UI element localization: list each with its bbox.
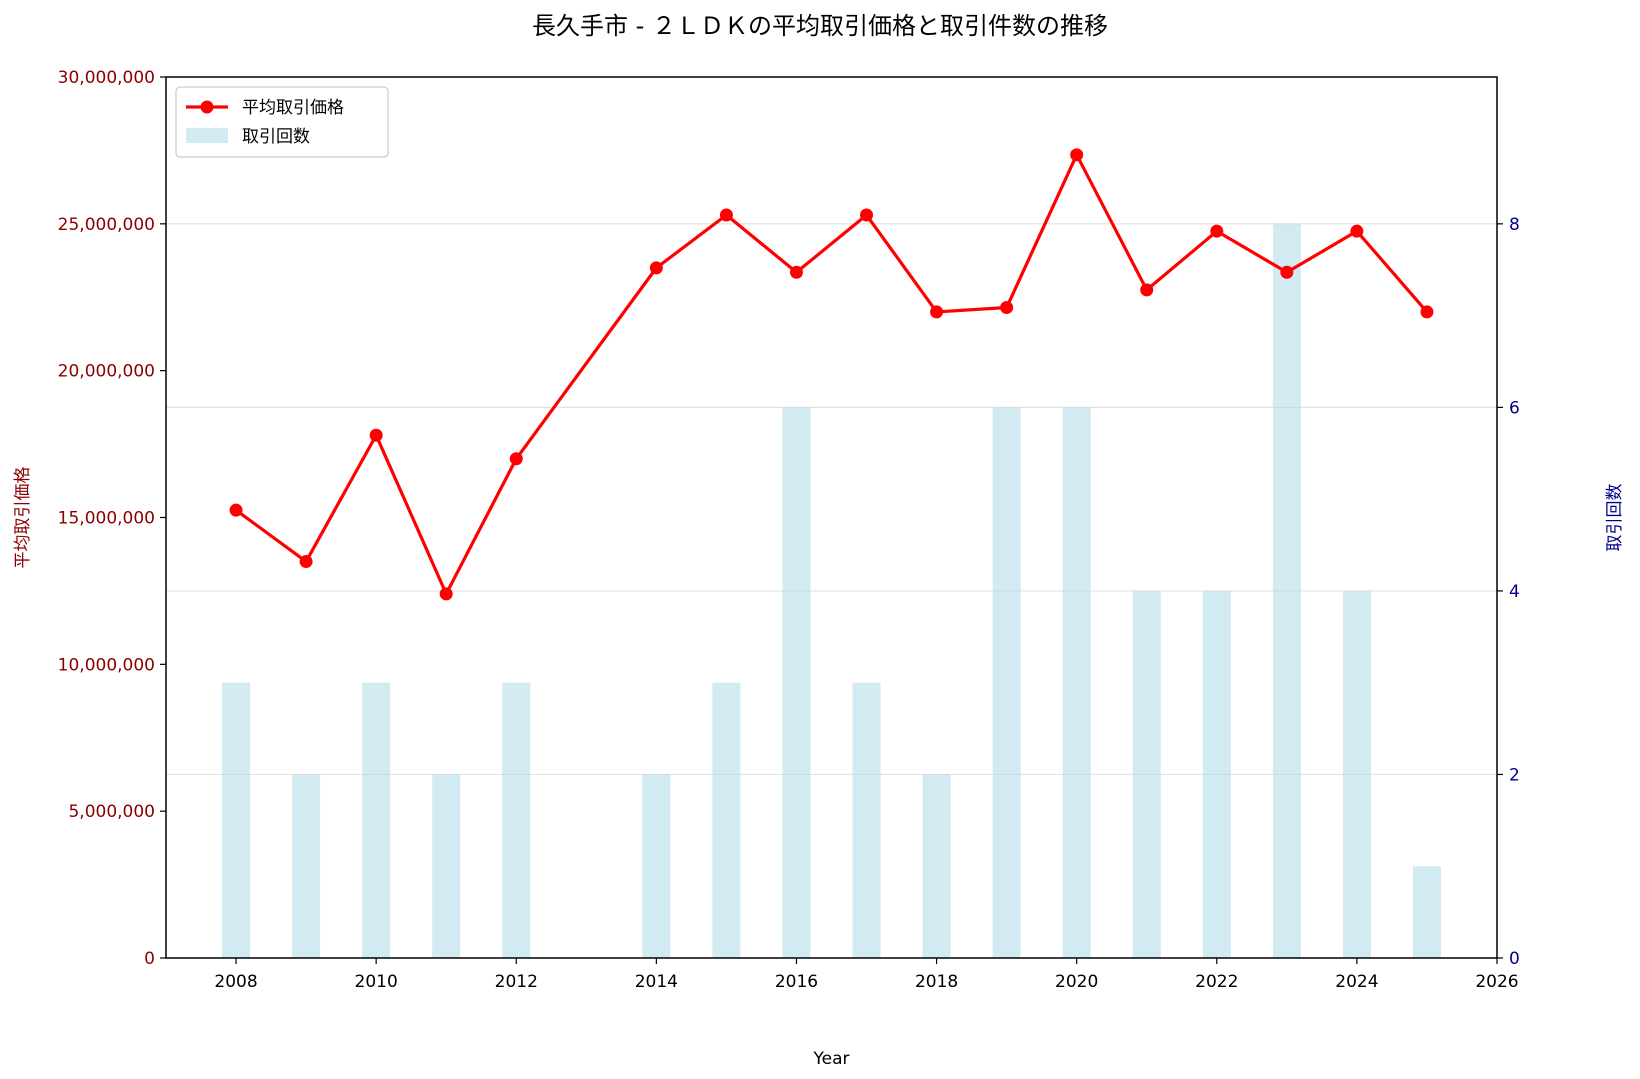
count-bar (1062, 407, 1091, 958)
y-left-tick-label: 10,000,000 (58, 655, 155, 675)
legend-bar-swatch (186, 128, 228, 143)
count-bar (642, 774, 671, 958)
legend-label-count: 取引回数 (242, 127, 310, 147)
bar-layer (222, 223, 1441, 959)
y-left-tick-label: 0 (144, 949, 155, 969)
y-right-tick-label: 6 (1509, 398, 1520, 418)
price-point (789, 265, 803, 279)
y-left-tick-label: 15,000,000 (58, 509, 155, 529)
y-right-tick-label: 8 (1509, 215, 1520, 235)
price-point (860, 208, 874, 222)
count-bar (292, 774, 321, 958)
count-bar (432, 774, 461, 958)
price-point (719, 208, 733, 222)
count-bar (1202, 590, 1231, 958)
count-bar (712, 682, 741, 958)
y-left-tick-label: 5,000,000 (68, 802, 155, 822)
x-tick-label: 2022 (1195, 972, 1238, 992)
x-tick-label: 2014 (635, 972, 678, 992)
x-tick-label: 2020 (1055, 972, 1098, 992)
price-point (229, 503, 243, 517)
y-right-tick-label: 4 (1509, 582, 1520, 602)
y-axis-label-right: 取引回数 (1605, 484, 1625, 552)
x-tick-label: 2016 (775, 972, 818, 992)
x-tick-label: 2008 (214, 972, 257, 992)
x-tick-label: 2010 (355, 972, 398, 992)
legend: 平均取引価格 取引回数 (175, 86, 389, 158)
price-point (439, 587, 453, 601)
count-bar (222, 682, 251, 958)
y-left-tick-label: 25,000,000 (58, 215, 155, 235)
x-axis-label: Year (813, 1049, 850, 1069)
count-bar (502, 682, 531, 958)
count-bar (922, 774, 951, 958)
price-point (509, 452, 523, 466)
x-tick-label: 2012 (495, 972, 538, 992)
count-bar (1412, 866, 1441, 958)
count-bar (852, 682, 881, 958)
y-axis-label-left: 平均取引価格 (13, 467, 33, 569)
price-point (649, 261, 663, 275)
price-point (369, 428, 383, 442)
count-bar (1272, 223, 1301, 959)
price-point (1420, 305, 1434, 319)
price-point (1210, 224, 1224, 238)
price-point (1350, 224, 1364, 238)
price-point (1140, 283, 1154, 297)
legend-marker-swatch (200, 100, 214, 114)
legend-label-price: 平均取引価格 (242, 98, 344, 118)
y-right-tick-label: 0 (1509, 949, 1520, 969)
price-point (930, 305, 944, 319)
price-point (1280, 265, 1294, 279)
legend-box (175, 86, 389, 158)
axes-layer: 0 5,000,000 10,000,000 15,000,000 20,000,000… (58, 68, 1520, 992)
y-right-tick-label: 2 (1509, 765, 1520, 785)
price-point (1000, 301, 1014, 315)
line-layer (229, 148, 1434, 601)
price-point (1070, 148, 1084, 162)
count-bar (1132, 590, 1161, 958)
count-bar (992, 407, 1021, 958)
count-bar (782, 407, 811, 958)
count-bar (362, 682, 391, 958)
x-tick-label: 2026 (1475, 972, 1518, 992)
y-left-tick-label: 20,000,000 (58, 362, 155, 382)
chart-title: 長久手市 - ２ＬＤＫの平均取引価格と取引件数の推移 (532, 12, 1108, 40)
count-bar (1342, 590, 1371, 958)
price-point (299, 555, 313, 569)
x-tick-label: 2024 (1335, 972, 1378, 992)
y-left-tick-label: 30,000,000 (58, 68, 155, 88)
x-tick-label: 2018 (915, 972, 958, 992)
price-line (235, 153, 1429, 596)
